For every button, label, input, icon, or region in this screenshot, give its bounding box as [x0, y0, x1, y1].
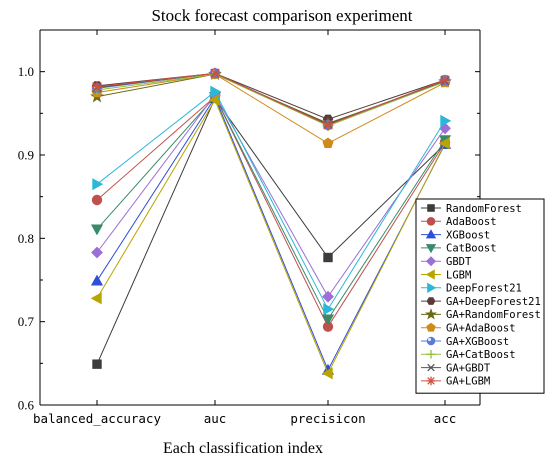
legend-label: GA+DeepForest21 — [446, 296, 541, 308]
series-line-lgbm — [96, 98, 446, 375]
legend-label: RandomForest — [446, 203, 522, 215]
y-tick-label: 0.7 — [18, 314, 35, 329]
legend-marker-lgbm — [425, 269, 435, 280]
legend-marker-randomforest — [427, 204, 435, 212]
series-layer — [90, 66, 452, 380]
series-line-xgboost — [96, 96, 446, 372]
data-point-ga-lgbm-auc — [209, 68, 221, 79]
legend-item-gbdt: GBDT — [421, 256, 472, 268]
series-ga-lgbm — [91, 68, 451, 131]
legend-item-ga-adaboost: GA+AdaBoost — [421, 323, 516, 335]
data-point-deepforest21-balanced_accuracy — [92, 178, 104, 191]
x-axis-title: Each classification index — [163, 440, 323, 457]
series-line-gbdt — [96, 94, 446, 298]
legend-item-ga-randomforest: GA+RandomForest — [421, 308, 541, 321]
legend-marker-ga-deepforest21 — [426, 297, 436, 305]
legend-marker-ga-lgbm — [426, 376, 436, 386]
series-line-ga-deepforest21 — [96, 72, 446, 120]
x-tick-label: balanced_accuracy — [33, 411, 161, 426]
legend-item-ga-catboost: GA+CatBoost — [421, 349, 516, 361]
legend-item-randomforest: RandomForest — [421, 203, 522, 215]
series-line-catboost — [96, 95, 446, 321]
legend-marker-adaboost — [426, 217, 436, 226]
legend-marker-ga-adaboost — [426, 322, 436, 332]
series-line-ga-adaboost — [96, 73, 446, 144]
data-point-lgbm-precisicon — [321, 367, 333, 380]
series-ga-catboost — [91, 68, 451, 132]
legend-item-deepforest21: DeepForest21 — [421, 283, 522, 295]
y-tick-label: 1.0 — [18, 64, 34, 79]
legend-marker-ga-randomforest — [425, 308, 437, 320]
legend-label: GBDT — [446, 256, 472, 268]
data-point-ga-adaboost-precisicon — [322, 137, 334, 149]
legend-label: DeepForest21 — [446, 283, 522, 295]
data-point-ga-lgbm-precisicon — [322, 119, 334, 131]
series-xgboost — [90, 91, 452, 375]
series-line-ga-catboost — [96, 73, 446, 127]
legend-label: GA+XGBoost — [446, 336, 509, 348]
data-point-catboost-balanced_accuracy — [90, 224, 104, 236]
data-point-randomforest-precisicon — [323, 252, 333, 263]
legend-label: CatBoost — [446, 243, 497, 255]
legend-marker-ga-xgboost — [426, 336, 436, 346]
series-gbdt — [91, 89, 451, 303]
data-point-deepforest21-auc — [210, 85, 222, 98]
y-tick-label: 0.6 — [18, 398, 35, 413]
legend-box — [415, 198, 545, 394]
legend-marker-ga-catboost — [426, 350, 436, 359]
series-lgbm — [90, 93, 450, 380]
legend-marker-xgboost — [425, 229, 437, 239]
legend-label: GA+LGBM — [446, 376, 490, 388]
legend-label: GA+GBDT — [446, 362, 491, 374]
legend-item-ga-lgbm: GA+LGBM — [421, 376, 490, 388]
y-tick-label: 0.9 — [18, 148, 34, 163]
legend-item-xgboost: XGBoost — [421, 229, 490, 241]
legend-label: GA+CatBoost — [446, 349, 516, 361]
chart-axes: 0.6 0.7 0.8 0.9 1.0 balanced_accuracy auc preci… — [18, 29, 481, 426]
chart-title: Stock forecast comparison experiment — [151, 6, 412, 25]
series-line-ga-lgbm — [96, 72, 446, 126]
legend-label: GA+AdaBoost — [446, 323, 516, 335]
y-tick-label: 0.8 — [18, 231, 34, 246]
x-tick-label: acc — [434, 411, 457, 426]
legend-item-adaboost: AdaBoost — [421, 216, 497, 228]
data-point-gbdt-balanced_accuracy — [91, 246, 103, 259]
legend-item-ga-xgboost: GA+XGBoost — [421, 336, 509, 348]
legend-item-ga-gbdt: GA+GBDT — [421, 362, 491, 374]
legend-marker-catboost — [425, 244, 437, 254]
data-point-gbdt-precisicon — [322, 290, 334, 303]
legend-label: AdaBoost — [446, 216, 497, 228]
series-line-adaboost — [96, 95, 446, 328]
series-deepforest21 — [92, 85, 452, 316]
series-ga-deepforest21 — [91, 68, 451, 124]
data-point-adaboost-balanced_accuracy — [91, 194, 103, 206]
legend-label: LGBM — [446, 269, 471, 281]
x-tick-label: precisicon — [290, 411, 365, 426]
series-line-randomforest — [96, 97, 446, 365]
legend-marker-ga-gbdt — [427, 363, 435, 372]
data-point-deepforest21-precisicon — [323, 303, 335, 316]
legend-marker-deepforest21 — [427, 282, 437, 293]
legend-label: XGBoost — [446, 229, 490, 241]
legend-marker-gbdt — [425, 256, 437, 267]
data-point-lgbm-balanced_accuracy — [90, 292, 102, 305]
data-point-ga-lgbm-acc — [439, 74, 451, 86]
data-point-deepforest21-acc — [440, 114, 452, 127]
data-point-lgbm-acc — [438, 137, 450, 150]
series-catboost — [90, 91, 452, 326]
legend-label: GA+RandomForest — [446, 309, 541, 321]
legend-item-ga-deepforest21: GA+DeepForest21 — [421, 296, 541, 308]
x-tick-label: auc — [204, 411, 227, 426]
legend-item-lgbm: LGBM — [421, 269, 471, 281]
data-point-catboost-precisicon — [321, 314, 335, 326]
data-point-randomforest-balanced_accuracy — [92, 359, 102, 369]
series-adaboost — [91, 91, 451, 332]
legend-item-catboost: CatBoost — [421, 243, 497, 255]
series-line-deepforest21 — [96, 90, 446, 311]
data-point-ga-lgbm-balanced_accuracy — [91, 81, 103, 92]
data-point-xgboost-balanced_accuracy — [90, 274, 104, 286]
